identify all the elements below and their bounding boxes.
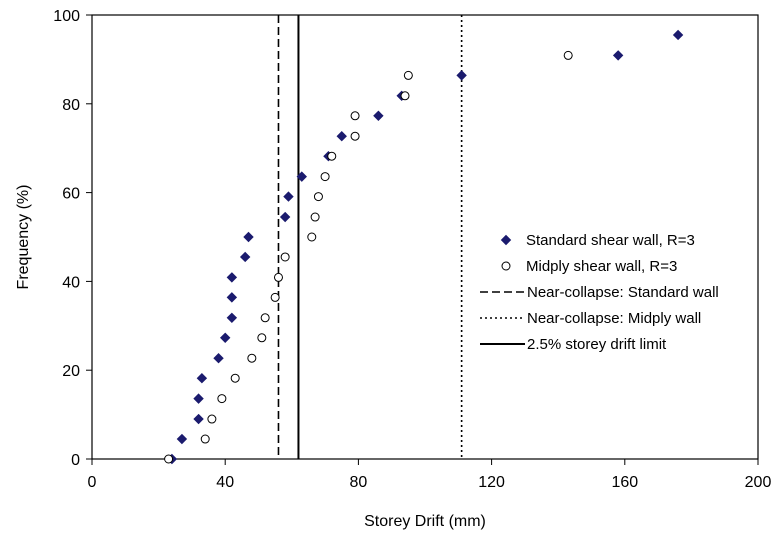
data-point <box>196 372 208 384</box>
data-point <box>280 252 290 262</box>
data-point <box>500 234 512 246</box>
data-point <box>296 171 307 182</box>
y-tick-label: 20 <box>62 363 80 380</box>
data-point <box>612 50 624 61</box>
data-point <box>200 434 210 444</box>
x-tick-label: 120 <box>478 474 505 491</box>
data-point <box>279 211 291 223</box>
data-point <box>563 50 573 60</box>
data-point <box>219 332 231 343</box>
data-point <box>226 272 238 283</box>
data-point <box>213 353 224 364</box>
data-point <box>207 414 217 424</box>
data-point <box>403 70 413 80</box>
data-point <box>307 232 317 242</box>
data-point <box>247 353 257 363</box>
data-point <box>313 192 323 202</box>
data-point <box>672 29 684 41</box>
legend-label: 2.5% storey drift limit <box>527 336 667 353</box>
data-point <box>336 131 347 142</box>
data-point <box>350 111 360 121</box>
legend-label: Near-collapse: Midply wall <box>527 310 701 327</box>
data-point <box>400 91 410 101</box>
data-point <box>226 312 238 324</box>
data-point <box>226 292 238 303</box>
data-point <box>260 313 270 323</box>
data-point <box>164 454 174 464</box>
data-point <box>273 272 283 282</box>
x-tick-label: 160 <box>611 474 638 491</box>
series <box>166 29 684 465</box>
y-tick-label: 40 <box>62 274 80 291</box>
x-tick-label: 200 <box>745 474 772 491</box>
x-tick-label: 80 <box>350 474 368 491</box>
reference-lines <box>277 15 463 459</box>
legend-label: Standard shear wall, R=3 <box>526 232 695 249</box>
y-tick-label: 100 <box>53 8 80 25</box>
legend-label: Near-collapse: Standard wall <box>527 284 719 301</box>
data-point <box>257 333 267 343</box>
data-point <box>270 292 280 302</box>
series <box>164 50 573 464</box>
data-point <box>243 231 254 243</box>
y-tick-label: 60 <box>62 186 80 203</box>
data-point <box>176 433 188 445</box>
data-point <box>193 393 204 404</box>
x-tick-label: 0 <box>88 474 97 491</box>
y-tick-label: 0 <box>71 452 80 469</box>
data-point <box>283 191 294 202</box>
data-point <box>501 261 511 271</box>
data-point <box>320 172 330 182</box>
data-point <box>239 251 251 263</box>
data-point <box>456 70 467 81</box>
legend: Standard shear wall, R=3 Midply shear wal… <box>480 232 719 353</box>
data-point <box>193 413 204 425</box>
data-point <box>327 151 337 161</box>
x-axis-title: Storey Drift (mm) <box>364 513 486 530</box>
data-points <box>164 29 684 465</box>
axes: 0 40 80 120 160 200 0 20 40 60 80 100 <box>53 8 771 491</box>
data-point <box>230 373 240 383</box>
x-tick-label: 40 <box>216 474 234 491</box>
y-axis-title: Frequency (%) <box>15 185 32 290</box>
plot-frame <box>91 14 759 460</box>
data-point <box>350 131 360 141</box>
data-point <box>217 394 227 404</box>
y-tick-label: 80 <box>62 97 80 114</box>
legend-label: Midply shear wall, R=3 <box>526 258 677 275</box>
data-point <box>310 212 320 222</box>
data-point <box>373 110 384 121</box>
